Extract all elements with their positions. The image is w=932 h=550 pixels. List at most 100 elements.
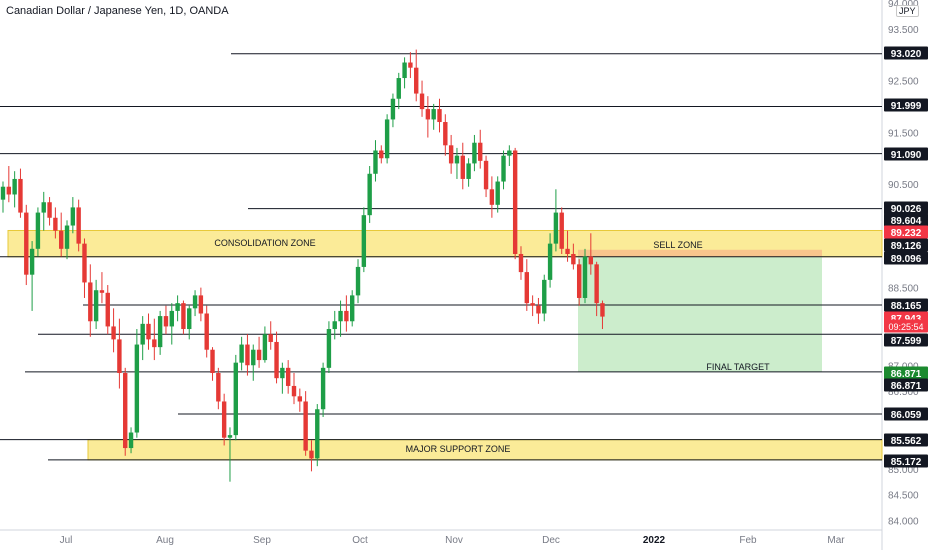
candle-body — [123, 373, 128, 449]
price-tag-label: 88.165 — [891, 301, 922, 312]
candle-body — [565, 248, 570, 254]
candle-body — [542, 279, 547, 314]
price-tag — [884, 333, 928, 347]
candle-body — [419, 93, 425, 110]
candle-body — [41, 202, 46, 213]
candle-body — [117, 339, 122, 374]
candle-body — [88, 282, 93, 322]
price-tag-label: 91.090 — [891, 150, 922, 161]
candle-body — [256, 349, 262, 361]
price-tag — [884, 366, 928, 380]
candle-body — [483, 160, 489, 190]
candle-body — [431, 109, 436, 120]
x-tick-label: Feb — [739, 535, 757, 546]
candle-body — [588, 256, 594, 265]
candle-body — [134, 344, 140, 433]
candle-body — [309, 450, 314, 459]
candle-body — [187, 308, 192, 330]
candle-body — [35, 212, 41, 249]
price-tag — [884, 454, 928, 468]
candle-body — [437, 109, 442, 123]
candle-body — [53, 217, 58, 231]
candle-body — [18, 178, 23, 213]
chart-title: Canadian Dollar / Japanese Yen, 1D, OAND… — [6, 5, 229, 17]
sell-zone-label: SELL ZONE — [653, 240, 702, 250]
y-tick-label: 92.500 — [888, 77, 919, 88]
candle-body — [29, 248, 35, 275]
candle-body — [408, 62, 413, 68]
candle-body — [262, 334, 268, 361]
price-tag-label: 85.172 — [891, 457, 922, 468]
sell-stop-zone — [578, 249, 822, 257]
candle-body — [332, 321, 337, 330]
price-tag-label: 91.999 — [891, 101, 922, 112]
candle-body — [99, 290, 105, 293]
horizontal-levels-layer — [0, 53, 882, 461]
candle-body — [245, 344, 250, 366]
candle-body — [163, 316, 169, 327]
x-tick-label: Nov — [445, 535, 463, 546]
candle-body — [478, 142, 483, 161]
major-support-zone-label: MAJOR SUPPORT ZONE — [406, 444, 511, 454]
candle-body — [414, 67, 419, 94]
candle-body — [466, 163, 471, 179]
x-tick-label: Jul — [60, 535, 73, 546]
price-tag-label: 93.020 — [891, 49, 922, 60]
x-tick-label: Aug — [156, 535, 174, 546]
candle-body — [355, 266, 361, 296]
candle-body — [518, 253, 524, 273]
price-tag-label: 86.059 — [891, 410, 922, 421]
candle-body — [512, 150, 518, 254]
candle-body — [495, 181, 500, 205]
candles-layer — [0, 49, 605, 482]
price-tag — [884, 147, 928, 161]
price-tag-label: 86.871 — [891, 381, 922, 392]
candle-body — [93, 290, 99, 322]
candle-body — [507, 150, 512, 156]
candle-body — [553, 212, 559, 244]
candle-body — [559, 212, 564, 249]
candle-body — [291, 385, 297, 397]
candle-body — [64, 225, 70, 249]
time-axis[interactable]: Jul Aug Sep Oct Nov Dec 2022 Feb Mar — [60, 535, 846, 546]
candle-body — [175, 303, 180, 311]
price-tag-label: 89.232 — [891, 228, 922, 239]
price-tag — [884, 298, 928, 312]
x-tick-label: Sep — [253, 535, 271, 546]
candle-body — [128, 432, 134, 449]
candle-body — [6, 186, 12, 195]
candle-body — [571, 253, 576, 265]
currency-badge[interactable]: JPY — [896, 5, 919, 17]
price-axis[interactable]: 94.00093.50092.50091.50090.50088.50087.0… — [884, 0, 928, 528]
price-tag — [884, 378, 928, 392]
price-tag-label: 87.599 — [891, 336, 922, 347]
candle-body — [530, 303, 535, 306]
y-tick-label: 84.500 — [888, 491, 919, 502]
y-tick-label: 85.000 — [888, 465, 919, 476]
candle-body — [326, 329, 332, 368]
consolidation-zone-label: CONSOLIDATION ZONE — [214, 238, 315, 248]
candle-body — [152, 339, 157, 348]
candle-body — [576, 264, 582, 298]
price-tag — [884, 46, 928, 60]
candle-body — [448, 145, 454, 164]
y-tick-label: 93.500 — [888, 25, 919, 36]
candle-body — [227, 435, 233, 438]
price-tag-label: 89.604 — [891, 216, 922, 227]
candle-body — [320, 367, 326, 410]
candle-body — [402, 62, 407, 79]
candle-body — [233, 362, 238, 436]
candle-body — [315, 409, 320, 459]
price-tag-label: 85.562 — [891, 436, 922, 447]
candle-body — [425, 109, 431, 120]
price-tag — [884, 98, 928, 112]
price-tag — [884, 251, 928, 265]
candle-body — [280, 367, 285, 379]
candle-body — [489, 189, 495, 205]
candle-body — [344, 310, 349, 322]
candle-body — [169, 310, 174, 327]
candle-body — [157, 316, 163, 348]
price-tag-label: 89.126 — [891, 241, 922, 252]
